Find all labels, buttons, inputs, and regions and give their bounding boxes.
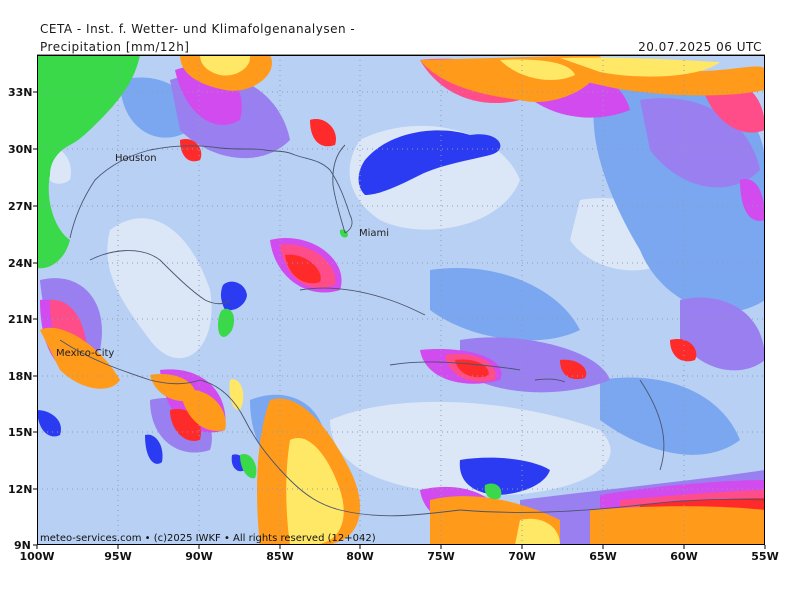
city-label-houston: Houston <box>115 153 157 164</box>
coastlines <box>59 144 765 517</box>
lon-label: 80W <box>346 550 373 563</box>
lon-label: 90W <box>185 550 212 563</box>
lat-label: 12N <box>8 483 33 496</box>
city-label-mexico-city: Mexico-City <box>56 348 114 359</box>
chart-title: CETA - Inst. f. Wetter- und Klimafolgena… <box>40 22 356 36</box>
valid-time: 20.07.2025 06 UTC <box>638 40 762 54</box>
lon-label: 55W <box>751 550 778 563</box>
lat-label: 33N <box>8 86 33 99</box>
map-field <box>37 55 765 545</box>
lon-label: 100W <box>19 550 54 563</box>
city-label-miami: Miami <box>359 228 389 239</box>
lat-label: 18N <box>8 370 33 383</box>
lat-label: 24N <box>8 257 33 270</box>
lat-label: 21N <box>8 313 33 326</box>
subheader-bar: Precipitation [mm/12h] 20.07.2025 06 UTC <box>37 40 765 55</box>
graticule <box>37 55 765 545</box>
lon-label: 65W <box>589 550 616 563</box>
lon-label: 85W <box>266 550 293 563</box>
lon-label: 95W <box>104 550 131 563</box>
variable-label: Precipitation [mm/12h] <box>40 40 190 54</box>
deep-blue-precip-areas <box>37 130 550 495</box>
lat-label: 9N <box>14 539 31 552</box>
lat-label: 30N <box>8 143 33 156</box>
green-precip-areas <box>37 55 502 500</box>
lon-label: 75W <box>427 550 454 563</box>
yellow-precip-areas <box>200 55 720 545</box>
lat-label: 15N <box>8 426 33 439</box>
lat-label: 27N <box>8 200 33 213</box>
copyright-footer: meteo-services.com • (c)2025 IWKF • All … <box>40 533 376 544</box>
lon-label: 60W <box>670 550 697 563</box>
axis-ticks <box>33 91 766 549</box>
lon-label: 70W <box>508 550 535 563</box>
